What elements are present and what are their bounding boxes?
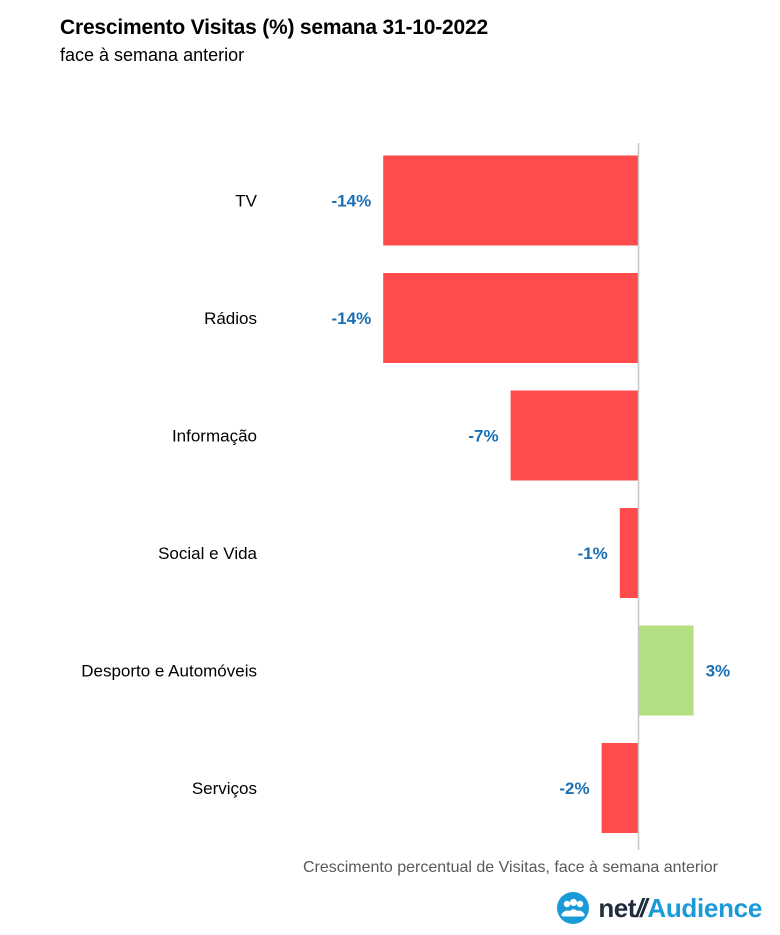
value-label-desporto-e-automoveis: 3% xyxy=(706,662,731,681)
bar-radios xyxy=(383,273,638,363)
category-label-social-e-vida: Social e Vida xyxy=(158,544,257,563)
value-label-radios: -14% xyxy=(332,309,372,328)
bar-servicos xyxy=(601,743,638,833)
logo-text-audience: Audience xyxy=(647,892,762,923)
audience-people-icon xyxy=(557,892,590,924)
chart-subtitle: face à semana anterior xyxy=(60,45,245,65)
logo-text-net: net xyxy=(598,892,636,923)
logo-text-slash: // xyxy=(635,892,648,923)
bar-chart: TV -14% Rádios -14% Informação -7% Social e Vi… xyxy=(81,143,731,850)
netaudience-logo: net // Audience xyxy=(556,890,762,926)
value-label-servicos: -2% xyxy=(559,779,589,798)
category-label-tv: TV xyxy=(235,192,257,211)
bar-tv xyxy=(383,155,638,246)
value-label-social-e-vida: -1% xyxy=(578,544,608,563)
bar-social-e-vida xyxy=(619,508,638,598)
category-label-servicos: Serviços xyxy=(192,779,257,798)
category-label-informacao: Informação xyxy=(172,427,257,446)
category-label-radios: Rádios xyxy=(204,309,257,328)
value-label-tv: -14% xyxy=(332,192,372,211)
category-label-desporto-e-automoveis: Desporto e Automóveis xyxy=(81,662,257,681)
chart-title: Crescimento Visitas (%) semana 31-10-202… xyxy=(60,16,488,39)
x-axis-caption: Crescimento percentual de Visitas, face … xyxy=(302,859,718,876)
value-label-informacao: -7% xyxy=(468,427,498,446)
bar-desporto-e-automoveis xyxy=(639,625,694,716)
bar-informacao xyxy=(510,390,638,481)
